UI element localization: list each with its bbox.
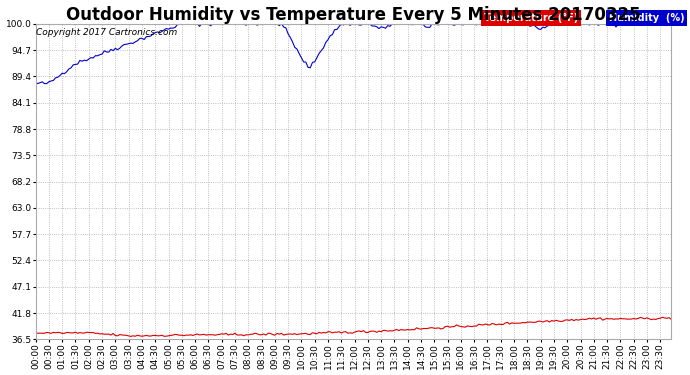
Text: Humidity  (%): Humidity (%) bbox=[609, 13, 684, 23]
Text: Temperature (°F): Temperature (°F) bbox=[484, 13, 578, 23]
Title: Outdoor Humidity vs Temperature Every 5 Minutes 20170325: Outdoor Humidity vs Temperature Every 5 … bbox=[66, 6, 641, 24]
Text: Copyright 2017 Cartronics.com: Copyright 2017 Cartronics.com bbox=[37, 28, 177, 38]
